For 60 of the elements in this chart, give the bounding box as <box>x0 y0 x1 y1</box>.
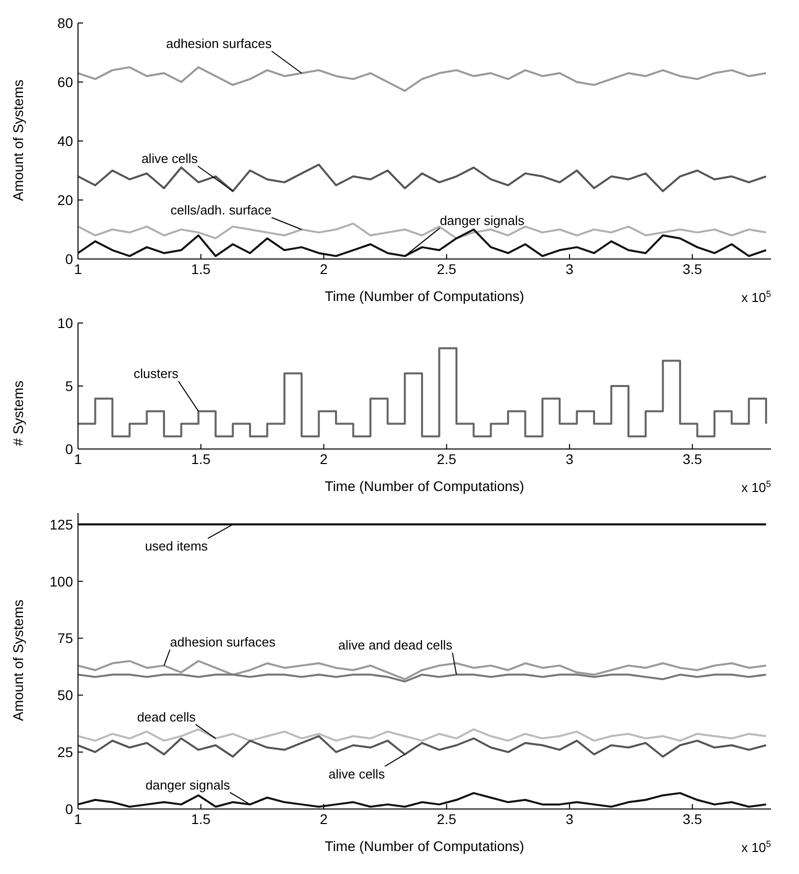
y-tick-label: 80 <box>57 14 74 31</box>
x-tick-label: 3 <box>566 810 574 827</box>
line-series <box>78 792 768 808</box>
y-tick-label: 60 <box>57 74 74 90</box>
annotation: cells/adh. surface <box>170 202 272 218</box>
y-tick-label: 0 <box>65 800 74 817</box>
y-tick-label: 40 <box>57 132 74 149</box>
x-tick-label: 1 <box>74 810 82 827</box>
x-tick-label: 3 <box>566 260 574 277</box>
y-tick-label: 125 <box>50 516 74 532</box>
y-tick-label: 50 <box>57 687 74 704</box>
annotation: used items <box>144 538 208 554</box>
y-tick-label: 5 <box>65 378 74 394</box>
annotation: alive cells <box>328 766 386 782</box>
x-tick-label: 2 <box>320 260 328 277</box>
x-tick-label: 1.5 <box>191 450 211 467</box>
y-tick-label: 0 <box>65 440 74 457</box>
x-tick-label: 3.5 <box>682 260 702 277</box>
x-tick-label: 2.5 <box>436 450 457 467</box>
annotation: danger signals <box>440 213 525 228</box>
x-tick-label: 1.5 <box>191 810 211 827</box>
y-tick-label: 0 <box>65 250 74 267</box>
x-tick-label: 3.5 <box>682 450 702 467</box>
x-tick-label: 3.5 <box>682 810 702 827</box>
x-axis-title: Time (Number of Computations) <box>324 478 524 494</box>
x-tick-label: 2.5 <box>436 810 457 827</box>
y-tick-label: 10 <box>57 314 74 331</box>
x-tick-label: 1.5 <box>191 260 211 277</box>
y-tick-label: 75 <box>57 630 74 646</box>
line-series <box>78 674 768 682</box>
annotation: adhesion surfaces <box>170 634 276 650</box>
line-series <box>78 66 768 92</box>
x-tick-label: 2 <box>320 810 328 827</box>
x-tick-label: 2.5 <box>436 260 457 277</box>
x-tick-label: 2 <box>320 450 328 467</box>
x-axis-title: Time (Number of Computations) <box>324 838 524 854</box>
y-axis-title: # Systems <box>10 380 26 446</box>
x-axis-title: Time (Number of Computations) <box>324 288 524 304</box>
text: x 10$^{5}$ <box>741 289 771 305</box>
x-tick-label: 1 <box>74 450 82 467</box>
y-tick-label: 100 <box>50 573 74 590</box>
line-series <box>78 735 768 758</box>
x-tick-label: 1 <box>74 260 82 277</box>
x-tick-label: 3 <box>566 450 574 467</box>
y-tick-label: 25 <box>57 744 74 760</box>
line-series <box>78 228 768 258</box>
annotation: adhesion surfaces <box>166 36 272 52</box>
annotation: dead cells <box>137 709 196 724</box>
line-series <box>78 164 768 192</box>
y-tick-label: 20 <box>57 192 74 208</box>
annotation: danger signals <box>145 777 231 792</box>
annotation: alive and dead cells <box>338 638 453 653</box>
text: x 10$^{5}$ <box>741 839 771 855</box>
line-series <box>78 728 768 742</box>
annotation: alive cells <box>141 151 198 166</box>
y-axis-title: Amount of Systems <box>10 80 26 201</box>
y-axis-title: Amount of Systems <box>10 600 26 721</box>
annotation: clusters <box>134 366 179 382</box>
line-series <box>78 660 768 680</box>
text: x 10$^{5}$ <box>741 479 771 495</box>
